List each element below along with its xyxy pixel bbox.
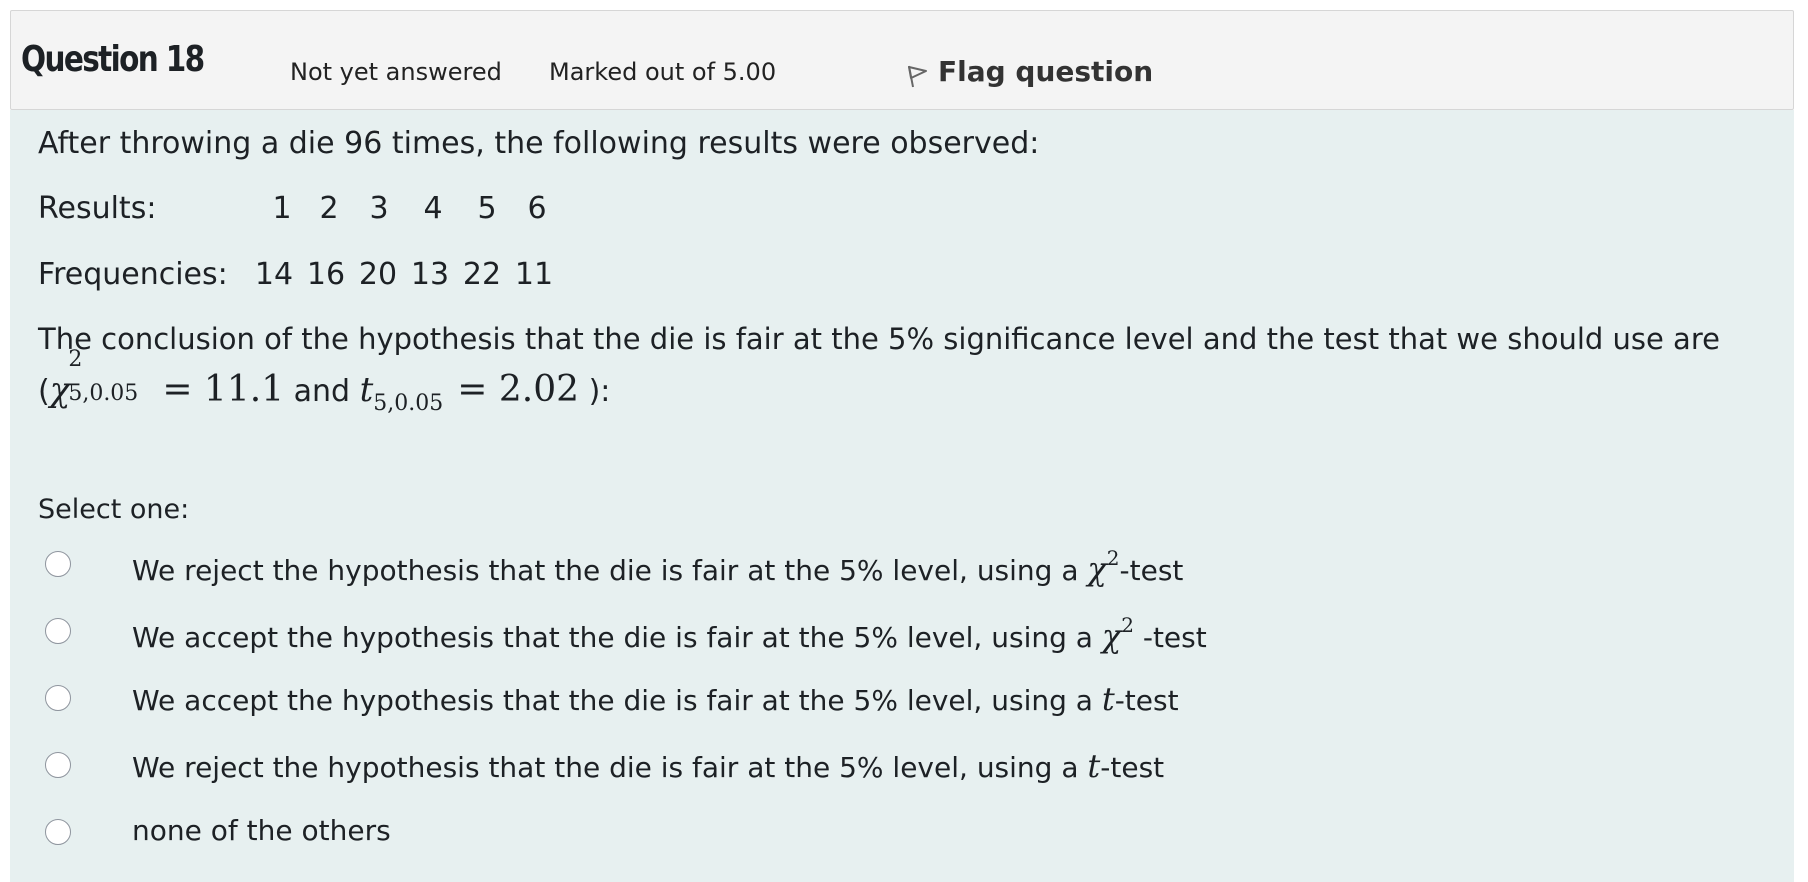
answer-label[interactable]: We reject the hypothesis that the die is… (132, 747, 1164, 785)
answer-symbol: χ (1101, 617, 1122, 655)
answer-superscript: 2 (1106, 546, 1120, 570)
frequency-value: 22 (462, 257, 502, 292)
question-content: After throwing a die 96 times, the follo… (10, 110, 1794, 882)
formula-close: ): (579, 374, 611, 409)
radio-unchecked-icon[interactable] (45, 752, 71, 778)
question-prompt: The conclusion of the hypothesis that th… (38, 322, 1720, 356)
flag-question-button[interactable]: Flag question (906, 51, 1153, 91)
question-intro: After throwing a die 96 times, the follo… (38, 126, 1040, 161)
result-value: 5 (477, 191, 497, 226)
select-one-prompt: Select one: (38, 494, 190, 525)
frequency-value: 20 (358, 257, 398, 292)
result-value: 2 (319, 191, 339, 226)
chi-subscript: 5,0.05 (68, 381, 139, 406)
question-grade: Marked out of 5.00 (549, 58, 777, 86)
answer-label[interactable]: We accept the hypothesis that the die is… (132, 680, 1179, 718)
answer-option[interactable]: We accept the hypothesis that the die is… (45, 609, 1207, 655)
question-number: Question 18 (21, 39, 205, 80)
answer-option[interactable]: none of the others (45, 810, 391, 854)
answer-suffix: -test (1100, 751, 1165, 784)
answer-option[interactable]: We reject the hypothesis that the die is… (45, 743, 1164, 787)
frequency-value: 11 (514, 257, 554, 292)
answer-suffix: -test (1119, 554, 1184, 587)
frequencies-row: Frequencies: 14 16 20 13 22 11 (38, 257, 560, 292)
frequency-value: 13 (410, 257, 450, 292)
radio-unchecked-icon[interactable] (45, 685, 71, 711)
results-row: Results: 1 2 3 4 5 6 (38, 191, 562, 226)
answer-label[interactable]: We reject the hypothesis that the die is… (132, 546, 1183, 588)
answer-label[interactable]: We accept the hypothesis that the die is… (132, 613, 1207, 655)
flag-question-label: Flag question (938, 54, 1154, 88)
question-formula: (χ 2 5,0.05 = 11.1 and t5,0.05 = 2.02 ): (38, 347, 611, 416)
formula-and: and (284, 374, 360, 409)
question-state: Not yet answered (290, 58, 502, 86)
frequency-value: 16 (306, 257, 346, 292)
flag-icon (908, 65, 927, 88)
answer-text: We reject the hypothesis that the die is… (132, 554, 1088, 587)
answer-suffix: -test (1114, 684, 1179, 717)
answer-symbol: χ (1087, 550, 1107, 588)
answer-symbol: t (1087, 747, 1101, 785)
answer-text: We accept the hypothesis that the die is… (132, 621, 1102, 654)
chi-scripts: 2 5,0.05 (68, 347, 162, 406)
answer-label[interactable]: none of the others (132, 814, 391, 847)
t-value: = 2.02 (457, 369, 580, 410)
answer-superscript: 2 (1121, 613, 1134, 637)
t-symbol: t (359, 370, 374, 410)
result-value: 4 (423, 191, 443, 226)
radio-unchecked-icon[interactable] (45, 618, 71, 644)
radio-unchecked-icon[interactable] (45, 551, 71, 577)
question-container: Question 18 Not yet answered Marked out … (10, 10, 1794, 882)
result-value: 6 (527, 191, 547, 226)
answer-text: We reject the hypothesis that the die is… (132, 751, 1088, 784)
results-label: Results: (38, 191, 157, 226)
result-value: 3 (369, 191, 389, 226)
result-value: 1 (272, 191, 292, 226)
answer-option[interactable]: We accept the hypothesis that the die is… (45, 676, 1179, 720)
answer-text: We accept the hypothesis that the die is… (132, 684, 1102, 717)
frequency-value: 14 (254, 257, 294, 292)
formula-open-paren: ( (38, 374, 50, 409)
t-subscript: 5,0.05 (373, 391, 444, 416)
chi-symbol: χ (49, 370, 71, 410)
question-info-header: Question 18 Not yet answered Marked out … (10, 10, 1794, 110)
frequencies-label: Frequencies: (38, 257, 228, 292)
answer-suffix: -test (1133, 621, 1207, 654)
chi-superscript: 2 (68, 347, 83, 372)
radio-unchecked-icon[interactable] (45, 819, 71, 845)
answer-option[interactable]: We reject the hypothesis that the die is… (45, 542, 1183, 588)
chi-value: = 11.1 (162, 369, 285, 410)
answer-symbol: t (1101, 680, 1115, 718)
